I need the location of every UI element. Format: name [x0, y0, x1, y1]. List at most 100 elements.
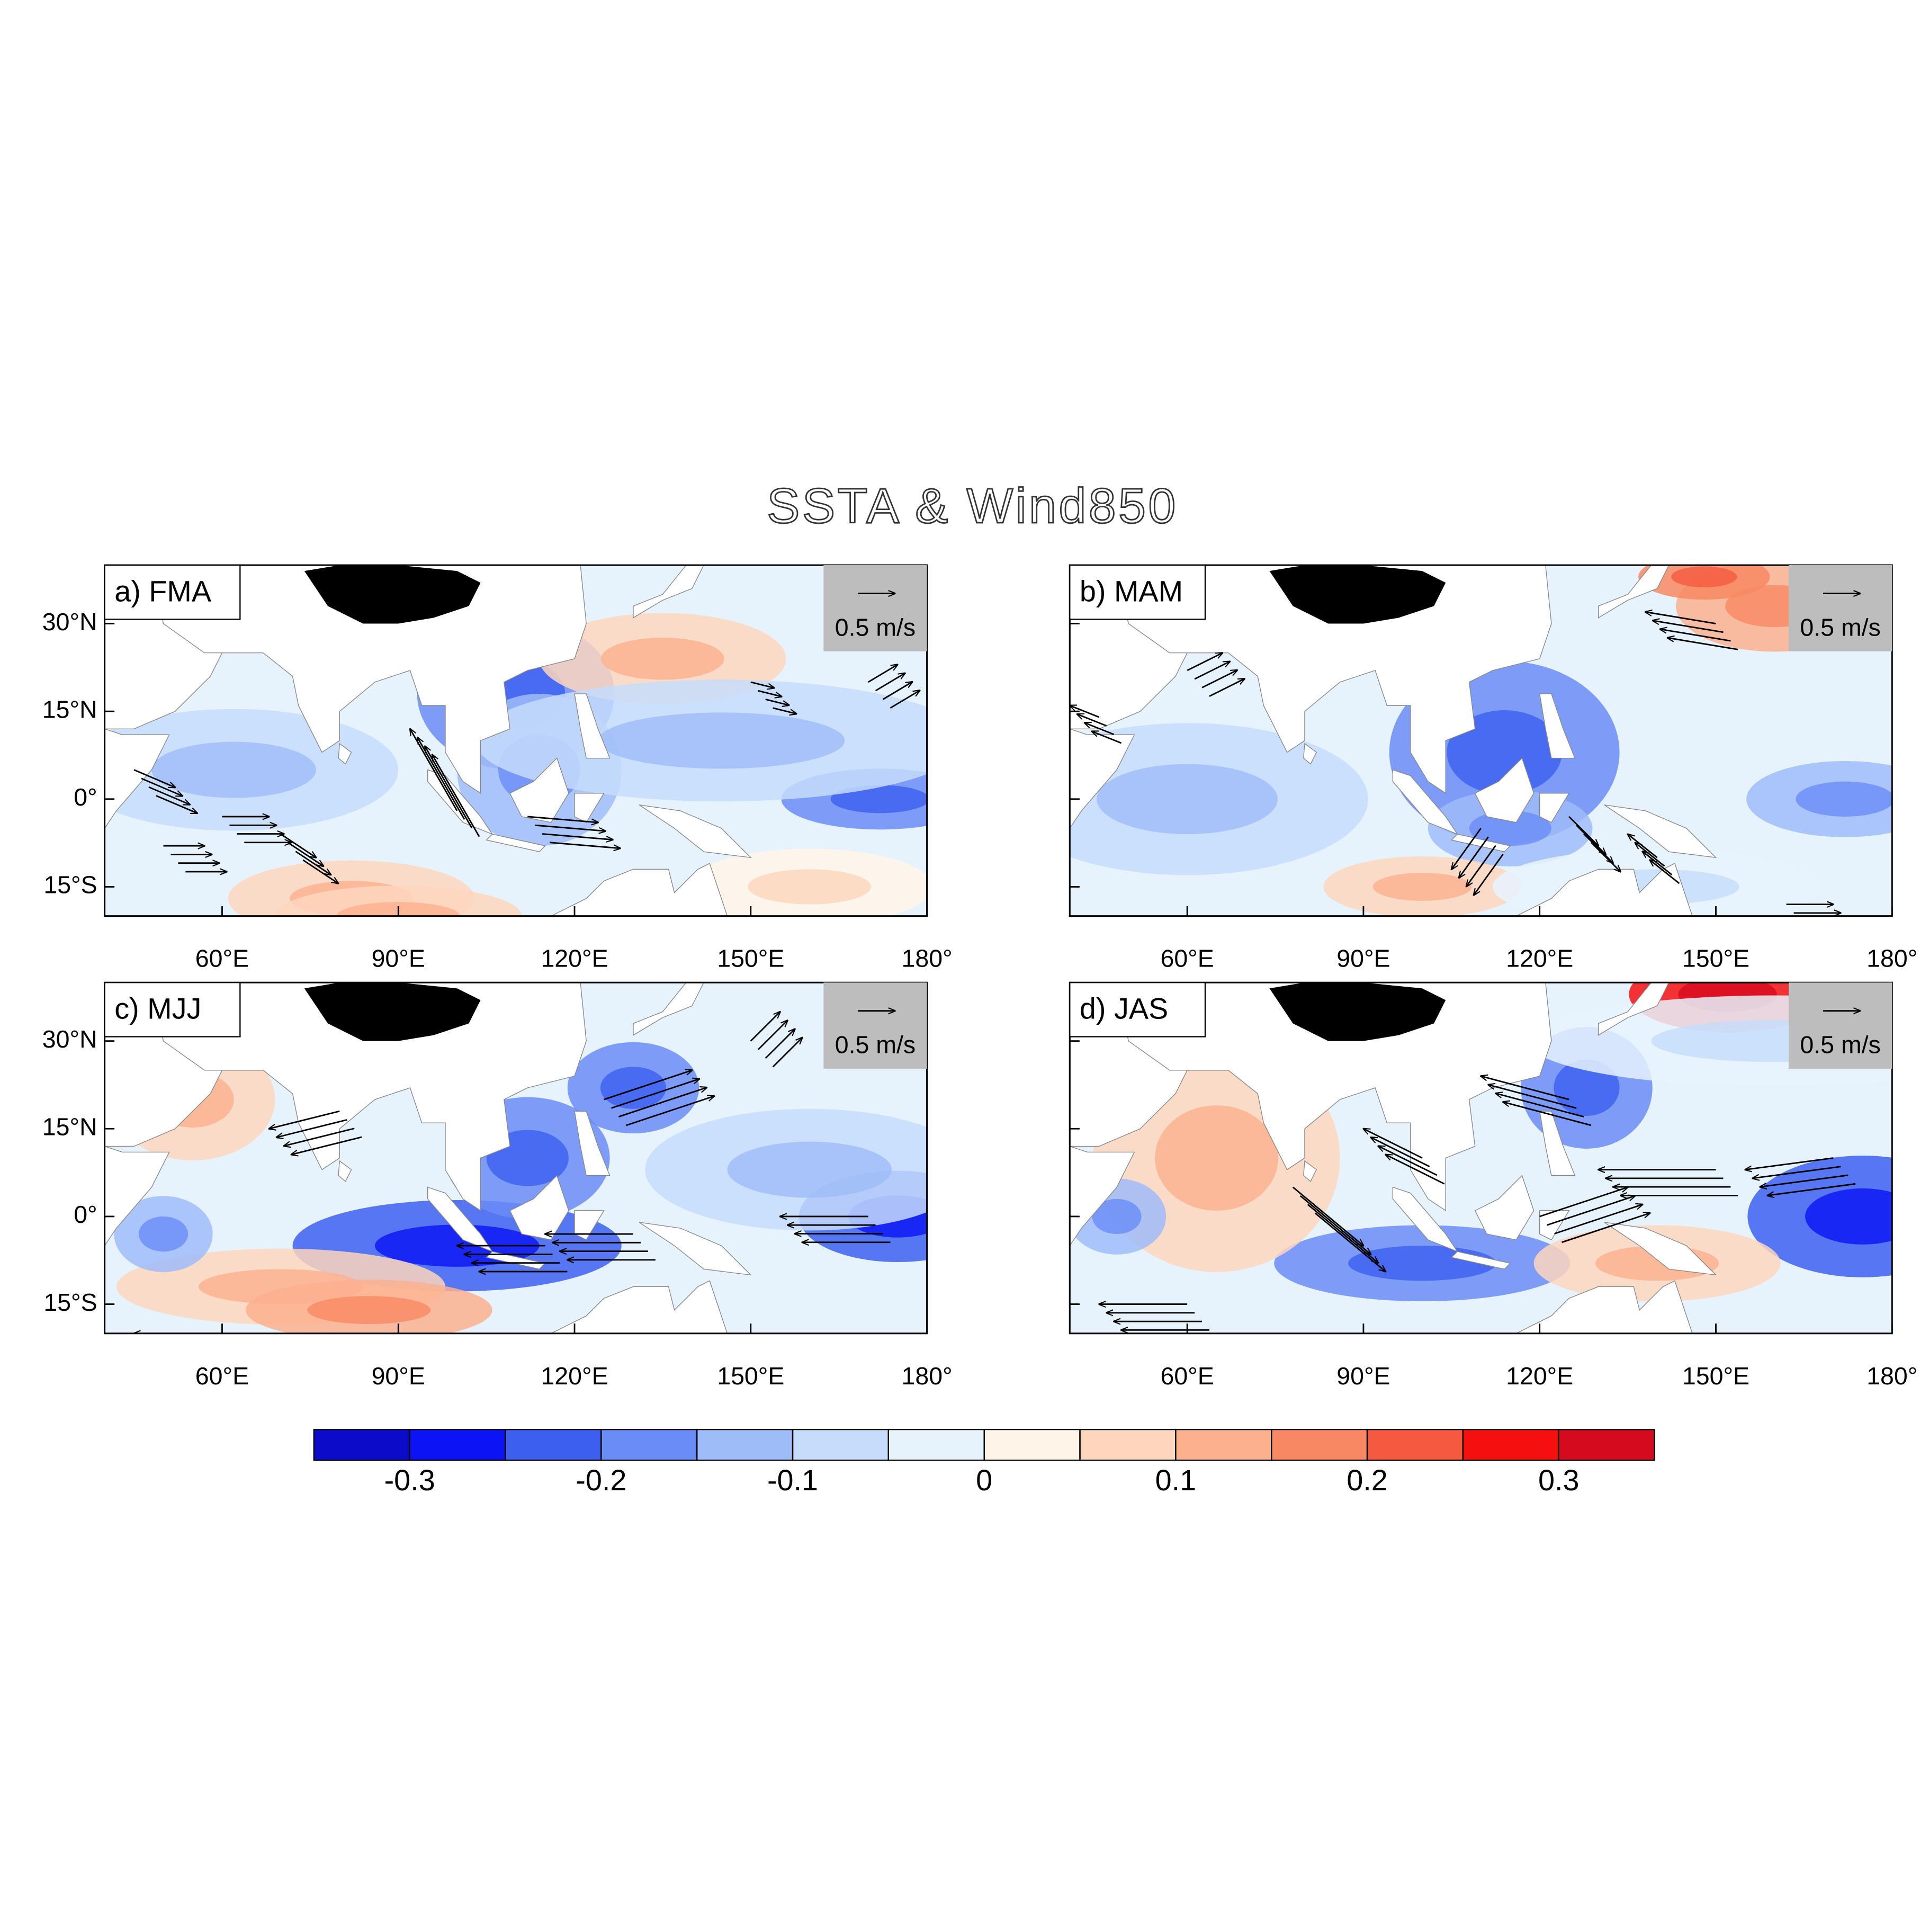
- land: [1070, 728, 1135, 829]
- wind-vector: [867, 665, 898, 683]
- wind-vector: [133, 769, 175, 788]
- land: [1515, 863, 1693, 916]
- wind-vector: [1568, 816, 1598, 846]
- wind-vector: [1576, 825, 1605, 854]
- wind-vector: [1667, 638, 1738, 650]
- wind-vector: [1767, 1183, 1856, 1195]
- colorbar-box: [696, 1428, 794, 1461]
- wind-vector: [1371, 1138, 1430, 1168]
- wind-vector: [758, 690, 782, 696]
- wind-vector: [772, 1037, 802, 1068]
- wind-vector: [765, 1029, 795, 1059]
- wind-vector: [1591, 842, 1620, 872]
- map-panel: c) MJJ 0.5 m/s 60°E 90°E 120°E 150°E 180° 30°N 1…: [42, 981, 953, 1390]
- sst-shading: [1372, 872, 1472, 901]
- land: [1598, 982, 1670, 1036]
- wind-vector: [302, 859, 338, 883]
- wind-vector: [1547, 1196, 1635, 1226]
- wind-vector: [1496, 1093, 1584, 1117]
- wind-vector: [1635, 843, 1665, 867]
- wind-vector: [1201, 670, 1237, 688]
- wind-vector: [1209, 679, 1245, 697]
- land: [1598, 565, 1670, 619]
- panel-label: a) FMA: [114, 574, 212, 607]
- ref-vector-label: 0.5 m/s: [1800, 613, 1880, 641]
- land: [639, 804, 752, 858]
- wind-vector: [156, 795, 198, 813]
- panel-label: d) JAS: [1080, 991, 1168, 1025]
- colorbar-tick-label: 0: [976, 1463, 992, 1497]
- x-tick-label: 90°E: [372, 1362, 425, 1390]
- wind-vector: [1459, 836, 1489, 878]
- land: [1450, 834, 1511, 852]
- sst-shading: [1796, 781, 1892, 817]
- wind-vector: [535, 824, 605, 831]
- tibetan-plateau: [304, 565, 481, 624]
- wind-vector: [1363, 1129, 1423, 1159]
- wind-vector: [1760, 1174, 1849, 1187]
- wind-vector: [1307, 1204, 1378, 1263]
- land: [1303, 1160, 1317, 1182]
- wind-vector: [1753, 1166, 1841, 1178]
- wind-vector: [1503, 1102, 1592, 1126]
- wind-vector: [1299, 1195, 1371, 1254]
- x-tick-label: 60°E: [1160, 1362, 1214, 1390]
- panel-frame: [104, 564, 928, 917]
- y-tick-label: 0°: [74, 1201, 97, 1228]
- map-panel: a) FMA 0.5 m/s 60°E 90°E 120°E 150°E 180° 30°N 1…: [42, 564, 953, 972]
- ref-vector-box: [1788, 565, 1892, 651]
- wind-vector: [1474, 854, 1504, 895]
- ref-vector-box: [823, 565, 927, 651]
- panel-label: c) MJJ: [114, 991, 201, 1025]
- x-tick-label: 120°E: [1506, 1362, 1573, 1390]
- ref-vector-label: 0.5 m/s: [835, 613, 916, 641]
- sst-shading: [138, 1216, 189, 1252]
- colorbar-box: [1462, 1428, 1559, 1461]
- land: [1070, 1146, 1135, 1247]
- wind-vector: [625, 1096, 714, 1126]
- y-tick-label: 0°: [74, 783, 97, 811]
- x-tick-label: 120°E: [1506, 945, 1573, 972]
- x-tick-label: 120°E: [541, 1362, 608, 1390]
- sst-shading: [1805, 1188, 1892, 1245]
- colorbar-box: [313, 1428, 410, 1461]
- colorbar-tick-label: -0.2: [576, 1463, 626, 1497]
- land: [486, 1251, 546, 1270]
- wind-vector: [550, 842, 620, 848]
- wind-vector: [773, 707, 796, 714]
- land: [574, 693, 611, 759]
- y-tick-label: 15°S: [43, 871, 97, 899]
- wind-vector: [1386, 1155, 1445, 1185]
- tibetan-plateau: [1269, 565, 1446, 624]
- sst-shading: [1092, 1198, 1142, 1235]
- colorbar-box: [1175, 1428, 1272, 1461]
- x-tick-label: 90°E: [1336, 945, 1390, 972]
- wind-vector: [432, 755, 480, 837]
- panel-content: [104, 565, 927, 916]
- land: [1303, 743, 1317, 765]
- wind-vector: [604, 1070, 692, 1101]
- land: [574, 1210, 605, 1241]
- wind-vector: [750, 681, 774, 688]
- land: [104, 1146, 170, 1247]
- wind-vector: [757, 1021, 787, 1050]
- land: [1539, 1111, 1576, 1176]
- colorbar-box: [1366, 1428, 1464, 1461]
- wind-vector: [1628, 834, 1658, 858]
- land: [151, 982, 587, 1212]
- panel-content: [1070, 982, 1892, 1334]
- colorbar-box: [983, 1428, 1081, 1461]
- sst-shading: [1155, 1105, 1279, 1211]
- x-tick-label: 150°E: [717, 1362, 784, 1390]
- colorbar-box: [505, 1428, 602, 1461]
- land: [338, 1160, 352, 1182]
- panel-label: b) MAM: [1080, 574, 1183, 607]
- sst-shading: [275, 885, 522, 916]
- x-tick-label: 150°E: [717, 945, 784, 972]
- wind-vector: [1481, 1076, 1569, 1101]
- land: [104, 728, 170, 829]
- sst-shading: [1671, 566, 1737, 588]
- wind-vector: [750, 1012, 780, 1042]
- x-tick-label: 60°E: [1160, 945, 1214, 972]
- land: [633, 565, 704, 619]
